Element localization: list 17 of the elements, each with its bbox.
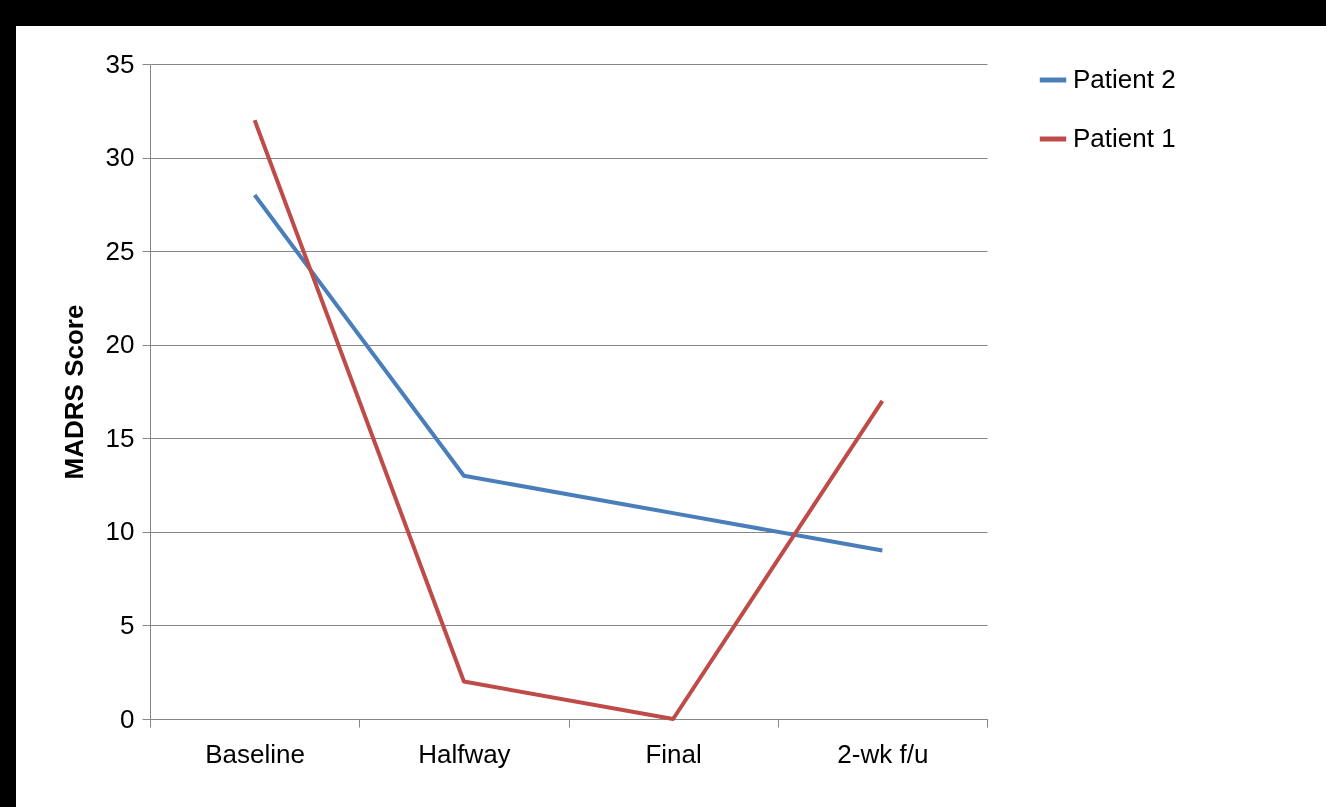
y-tick-label: 35 xyxy=(105,48,135,79)
legend-label: Patient 2 xyxy=(1073,64,1176,94)
x-tick-label: Halfway xyxy=(418,738,511,769)
x-tick-label: Baseline xyxy=(205,738,305,769)
y-axis-title: MADRS Score xyxy=(58,304,89,480)
y-tick-label: 25 xyxy=(105,235,135,266)
y-tick-label: 0 xyxy=(120,703,135,734)
x-tick-label: Final xyxy=(645,738,702,769)
y-tick-label: 30 xyxy=(105,142,135,173)
line-series xyxy=(252,193,885,553)
y-tick-label: 5 xyxy=(120,609,135,640)
line-series xyxy=(252,118,885,721)
y-tick-label: 10 xyxy=(105,516,135,547)
y-tick-label: 15 xyxy=(105,422,135,453)
legend-label: Patient 1 xyxy=(1073,123,1176,153)
x-tick-label: 2-wk f/u xyxy=(837,738,929,769)
y-tick-label: 20 xyxy=(105,329,135,360)
